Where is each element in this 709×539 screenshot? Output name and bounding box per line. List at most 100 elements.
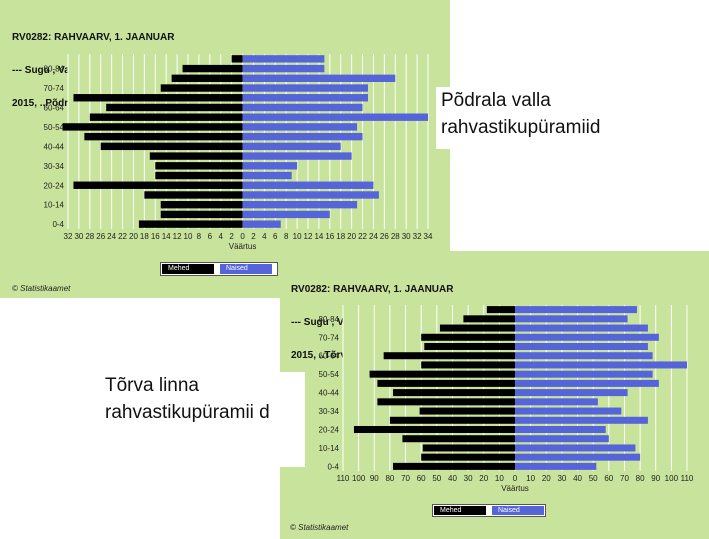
bar-men-35-39 bbox=[377, 398, 515, 406]
x-tick-label: 70 bbox=[620, 474, 629, 483]
x-tick-label: 20 bbox=[479, 474, 488, 483]
bar-men-70-74 bbox=[421, 333, 515, 341]
pyramid-chart: 32 30 28 26 24 22 20 18 16 14 12 10 8 6 4 2 0 2 4 6 8 10 12 14 1… bbox=[44, 54, 433, 251]
bar-men-5-9 bbox=[160, 210, 243, 219]
x-tick-label: 110 bbox=[681, 474, 694, 483]
x-tick-label: 10 bbox=[495, 474, 504, 483]
x-tick-label: 14 bbox=[162, 232, 171, 241]
bar-men-75-79 bbox=[171, 74, 243, 82]
bar-men-55-59 bbox=[89, 113, 243, 121]
bar-women-40-44 bbox=[515, 389, 628, 397]
x-tick-label: 20 bbox=[542, 474, 551, 483]
bar-men-85+ bbox=[486, 306, 515, 314]
bar-women-50-54 bbox=[515, 370, 653, 378]
bar-women-15-19 bbox=[515, 435, 609, 443]
torva-chart-panel: RV0282: RAHVAARV, 1. JAANUAR --- Sugu , … bbox=[280, 251, 709, 539]
bar-women-60-64 bbox=[515, 352, 653, 360]
bar-men-85+ bbox=[231, 55, 243, 63]
bar-women-85+ bbox=[515, 306, 637, 314]
y-tick-label: 50-54 bbox=[319, 370, 340, 379]
x-tick-label: 30 bbox=[74, 232, 83, 241]
x-tick-label: 0 bbox=[513, 474, 518, 483]
bar-men-0-4 bbox=[138, 220, 243, 228]
bar-women-75-79 bbox=[515, 324, 648, 332]
legend-men: Mehed bbox=[162, 264, 214, 274]
bar-men-65-69 bbox=[73, 94, 243, 102]
bar-women-80-84 bbox=[515, 315, 628, 323]
bar-men-15-19 bbox=[402, 435, 515, 443]
bar-women-30-34 bbox=[242, 162, 298, 170]
y-tick-label: 30-34 bbox=[44, 162, 65, 171]
x-tick-label: 20 bbox=[129, 232, 138, 241]
caption-podrala: Põdrala valla rahvastikupüramiid bbox=[436, 87, 661, 149]
x-tick-label: 60 bbox=[417, 474, 426, 483]
bar-women-0-4 bbox=[515, 462, 597, 470]
bar-men-40-44 bbox=[393, 389, 515, 397]
bar-men-80-84 bbox=[182, 64, 243, 73]
bar-women-55-59 bbox=[515, 361, 687, 369]
x-tick-label: 100 bbox=[352, 474, 366, 483]
x-tick-label: 28 bbox=[391, 232, 400, 241]
bar-women-5-9 bbox=[515, 453, 641, 461]
x-tick-label: 90 bbox=[651, 474, 660, 483]
x-tick-label: 26 bbox=[380, 232, 389, 241]
legend-women: Naised bbox=[492, 506, 544, 515]
bar-men-10-14 bbox=[422, 444, 515, 452]
bar-men-45-49 bbox=[377, 379, 515, 387]
bar-women-45-49 bbox=[515, 379, 659, 387]
x-tick-label: 100 bbox=[665, 474, 679, 483]
x-tick-label: 10 bbox=[293, 232, 302, 241]
bar-men-65-69 bbox=[424, 342, 515, 351]
x-tick-label: 2 bbox=[251, 232, 256, 241]
bar-women-40-44 bbox=[242, 142, 341, 151]
bar-men-60-64 bbox=[383, 352, 515, 360]
x-tick-label: 80 bbox=[385, 474, 394, 483]
x-tick-label: 10 bbox=[184, 232, 193, 241]
bar-men-20-24 bbox=[353, 425, 515, 434]
bar-women-75-79 bbox=[242, 74, 396, 82]
bar-men-40-44 bbox=[100, 142, 243, 151]
bar-women-10-14 bbox=[242, 201, 358, 209]
title-line: RV0282: RAHVAARV, 1. JAANUAR bbox=[291, 284, 454, 295]
x-tick-label: 30 bbox=[557, 474, 566, 483]
x-tick-label: 80 bbox=[636, 474, 645, 483]
y-tick-label: 80-84 bbox=[44, 65, 65, 74]
x-tick-label: 14 bbox=[314, 232, 323, 241]
bar-women-65-69 bbox=[515, 342, 648, 351]
x-tick-label: 8 bbox=[197, 232, 202, 241]
y-tick-label: 10-14 bbox=[44, 201, 65, 210]
y-tick-label: 60-64 bbox=[44, 103, 65, 112]
bar-men-60-64 bbox=[106, 103, 243, 112]
podrala-chart-panel: RV0282: RAHVAARV, 1. JAANUAR --- Sugu , … bbox=[0, 0, 450, 298]
bar-men-35-39 bbox=[149, 152, 243, 160]
bar-men-30-34 bbox=[419, 407, 515, 415]
x-tick-label: 12 bbox=[173, 232, 182, 241]
bar-men-25-29 bbox=[389, 416, 515, 424]
x-tick-label: 22 bbox=[358, 232, 367, 241]
x-tick-label: 4 bbox=[262, 232, 267, 241]
x-tick-label: 34 bbox=[424, 232, 433, 241]
x-tick-label: 0 bbox=[240, 232, 245, 241]
bar-women-20-24 bbox=[515, 425, 606, 434]
bar-women-85+ bbox=[242, 55, 325, 63]
y-tick-label: 60-64 bbox=[319, 352, 340, 361]
x-tick-label: 8 bbox=[284, 232, 289, 241]
bar-men-70-74 bbox=[160, 84, 243, 92]
x-tick-label: 50 bbox=[432, 474, 441, 483]
bar-women-65-69 bbox=[242, 94, 368, 102]
source-credit: © Statistikaamet bbox=[12, 284, 71, 293]
source-credit: © Statistikaamet bbox=[290, 523, 349, 532]
y-tick-label: 70-74 bbox=[44, 84, 65, 93]
y-tick-label: 30-34 bbox=[319, 407, 340, 416]
x-tick-label: 30 bbox=[464, 474, 473, 483]
x-tick-label: 40 bbox=[573, 474, 582, 483]
bar-men-50-54 bbox=[62, 123, 243, 131]
x-tick-label: 6 bbox=[208, 232, 213, 241]
bar-men-20-24 bbox=[73, 181, 243, 189]
x-tick-label: 60 bbox=[604, 474, 613, 483]
plot-area bbox=[68, 54, 428, 229]
y-tick-label: 70-74 bbox=[319, 333, 340, 342]
chart-legend: Mehed Naised bbox=[432, 504, 546, 517]
pyramid-chart: 110 100 90 80 70 60 50 40 30 20 10 0 10 20 30 40 50 60 70 8… bbox=[319, 305, 694, 493]
bar-women-60-64 bbox=[242, 103, 363, 112]
